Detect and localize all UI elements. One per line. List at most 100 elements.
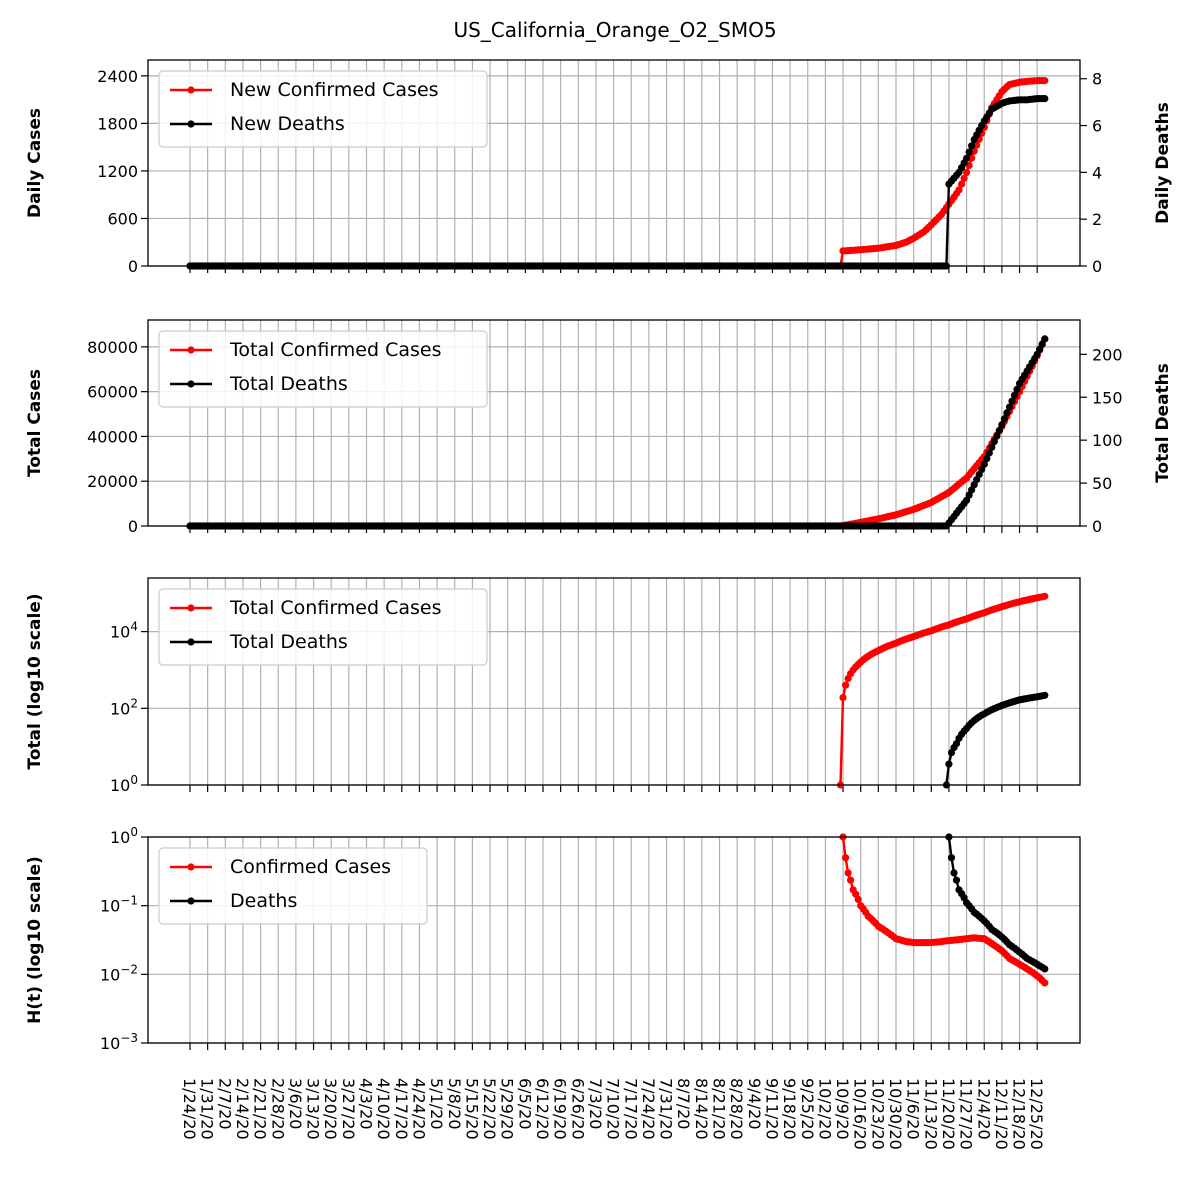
data-point (1010, 391, 1019, 399)
legend-label: Total Confirmed Cases (229, 597, 442, 619)
data-point (842, 854, 850, 862)
data-point (839, 694, 847, 702)
y-right-tick-label: 4 (1092, 163, 1102, 182)
y-tick-label: 2400 (97, 67, 138, 86)
legend-marker (187, 638, 195, 646)
x-tick-label: 7/24/20 (639, 1078, 658, 1140)
y-right-tick-label: 0 (1092, 517, 1102, 536)
y-tick-label: 0 (128, 517, 138, 536)
legend-label: Confirmed Cases (230, 856, 391, 878)
legend-marker (187, 346, 195, 354)
x-tick-label: 11/6/20 (904, 1078, 923, 1140)
x-tick-label: 2/7/20 (215, 1078, 234, 1130)
legend-label: Total Deaths (229, 631, 348, 653)
data-point (955, 186, 963, 194)
legend-marker (187, 86, 195, 94)
x-tick-label: 8/28/20 (727, 1078, 746, 1140)
y-tick-label: 100 (110, 825, 138, 847)
data-point (963, 168, 971, 177)
legend-label: Total Confirmed Cases (229, 339, 442, 361)
data-point (983, 455, 991, 463)
x-tick-label: 10/9/20 (833, 1078, 852, 1140)
y-tick-label: 104 (110, 620, 138, 642)
x-tick-label: 6/12/20 (533, 1078, 552, 1140)
x-tick-label: 2/21/20 (251, 1078, 270, 1140)
x-tick-label: 10/30/20 (886, 1078, 905, 1150)
y-axis-label: Daily Cases (25, 108, 45, 218)
plot-frame (147, 319, 1081, 527)
legend-marker (187, 380, 195, 388)
y-axis-label: Total Cases (25, 369, 45, 477)
data-point (945, 760, 953, 768)
y-axis-label: Total (log10 scale) (25, 593, 45, 769)
y-tick-label: 102 (110, 696, 138, 718)
data-point (968, 154, 976, 162)
y-axis-label: H(t) (log10 scale) (25, 856, 45, 1024)
x-tick-label: 11/13/20 (921, 1078, 940, 1150)
x-tick-label: 7/17/20 (621, 1078, 640, 1140)
y-right-tick-label: 8 (1092, 70, 1102, 89)
data-point (1003, 409, 1011, 417)
x-tick-label: 9/11/20 (762, 1078, 781, 1140)
data-point (985, 449, 993, 457)
y-right-tick-label: 0 (1092, 257, 1102, 276)
legend-marker (187, 120, 195, 128)
legend-label: Total Deaths (229, 373, 348, 395)
x-tick-label: 5/8/20 (445, 1078, 464, 1130)
x-tick-label: 4/17/20 (392, 1078, 411, 1140)
x-tick-label: 8/14/20 (692, 1078, 711, 1140)
y-tick-label: 10−1 (100, 894, 138, 916)
x-tick-label: 12/25/20 (1027, 1078, 1046, 1150)
y-axis-label-right: Total Deaths (1153, 363, 1173, 483)
data-point (998, 421, 1006, 429)
x-tick-label: 4/24/20 (409, 1078, 428, 1140)
y-right-tick-label: 100 (1092, 431, 1123, 450)
y-right-tick-label: 2 (1092, 210, 1102, 229)
data-point (995, 426, 1004, 434)
data-point (1041, 95, 1049, 103)
data-point (980, 460, 988, 468)
plot-frame (147, 836, 1081, 1044)
data-point (993, 432, 1001, 440)
data-point (1008, 397, 1016, 405)
x-tick-label: 12/4/20 (974, 1078, 993, 1140)
y-right-tick-label: 200 (1092, 345, 1123, 364)
x-tick-label: 9/18/20 (780, 1078, 799, 1140)
plot-frame (147, 577, 1081, 786)
x-tick-label: 7/10/20 (604, 1078, 623, 1140)
y-tick-label: 10−2 (100, 962, 138, 984)
data-point (990, 438, 998, 446)
data-point (965, 148, 973, 156)
x-tick-label: 3/6/20 (286, 1078, 305, 1130)
x-tick-label: 12/11/20 (992, 1078, 1011, 1150)
legend-label: New Deaths (230, 113, 345, 135)
legend-box (158, 70, 488, 148)
y-right-tick-label: 50 (1092, 474, 1112, 493)
x-tick-label: 10/2/20 (815, 1078, 834, 1140)
x-tick-label: 8/21/20 (710, 1078, 729, 1140)
x-tick-label: 3/20/20 (321, 1078, 340, 1140)
x-tick-label: 11/27/20 (957, 1078, 976, 1150)
y-right-tick-label: 6 (1092, 117, 1102, 136)
x-tick-label: 6/19/20 (551, 1078, 570, 1140)
data-point (988, 443, 996, 451)
data-point (854, 895, 862, 904)
x-tick-label: 7/31/20 (657, 1078, 676, 1140)
data-point (1041, 965, 1049, 973)
data-point (1041, 77, 1049, 85)
y-tick-label: 40000 (87, 427, 138, 446)
legend-label: Deaths (230, 890, 297, 912)
x-tick-label: 6/26/20 (568, 1078, 587, 1140)
data-point (947, 854, 956, 862)
x-tick-label: 4/3/20 (357, 1078, 376, 1130)
x-tick-label: 10/23/20 (868, 1078, 887, 1150)
x-tick-label: 7/3/20 (586, 1078, 605, 1130)
x-tick-label: 2/28/20 (268, 1078, 287, 1140)
y-tick-label: 1800 (97, 114, 138, 133)
x-tick-label: 5/22/20 (480, 1078, 499, 1140)
legend-box (158, 847, 428, 925)
legend-marker (187, 897, 195, 905)
x-tick-label: 5/15/20 (462, 1078, 481, 1140)
